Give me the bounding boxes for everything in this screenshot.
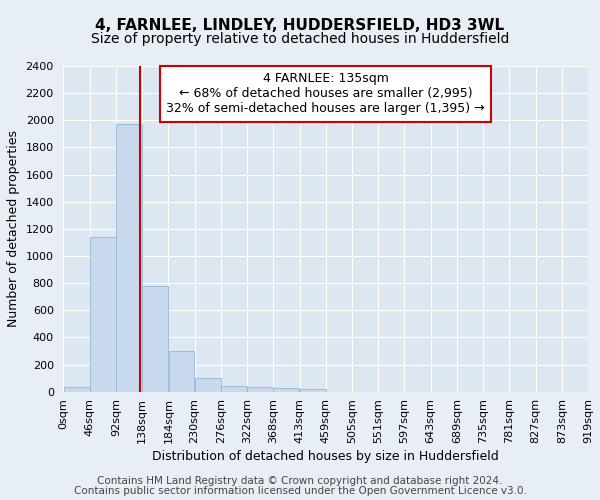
Text: Contains HM Land Registry data © Crown copyright and database right 2024.: Contains HM Land Registry data © Crown c… — [97, 476, 503, 486]
Bar — [90, 237, 116, 392]
Text: Contains public sector information licensed under the Open Government Licence v3: Contains public sector information licen… — [74, 486, 526, 496]
Bar — [247, 386, 273, 392]
Bar — [64, 387, 89, 392]
Text: Size of property relative to detached houses in Huddersfield: Size of property relative to detached ho… — [91, 32, 509, 46]
Bar — [142, 286, 168, 392]
Bar — [299, 390, 326, 392]
Bar — [221, 386, 247, 392]
Y-axis label: Number of detached properties: Number of detached properties — [7, 130, 20, 328]
Bar — [169, 351, 194, 392]
Text: 4, FARNLEE, LINDLEY, HUDDERSFIELD, HD3 3WL: 4, FARNLEE, LINDLEY, HUDDERSFIELD, HD3 3… — [95, 18, 505, 32]
Bar — [274, 388, 299, 392]
Bar — [195, 378, 221, 392]
Text: 4 FARNLEE: 135sqm
← 68% of detached houses are smaller (2,995)
32% of semi-detac: 4 FARNLEE: 135sqm ← 68% of detached hous… — [166, 72, 485, 116]
X-axis label: Distribution of detached houses by size in Huddersfield: Distribution of detached houses by size … — [152, 450, 499, 463]
Bar — [116, 124, 142, 392]
